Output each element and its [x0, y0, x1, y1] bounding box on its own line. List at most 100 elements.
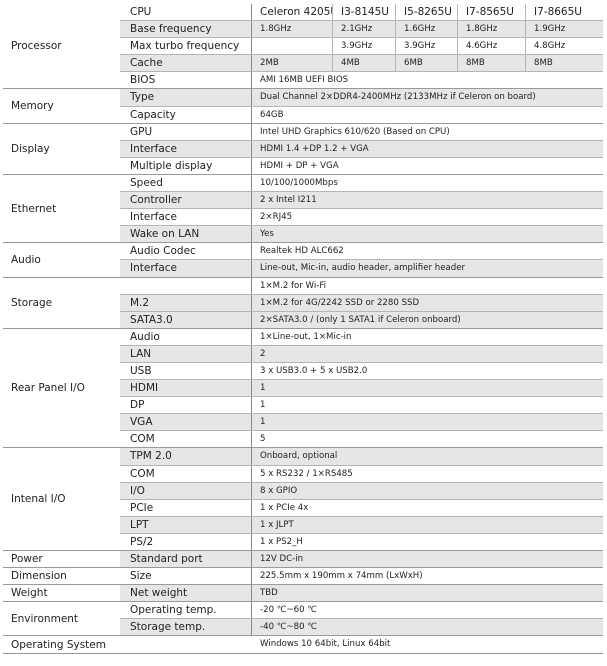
cpu-cell: I3-8145U [333, 4, 396, 21]
row-value: 1 x PS2_H [260, 536, 303, 547]
row-value: 2 x Intel I211 [260, 195, 317, 206]
cpu-cell: 6MB [396, 55, 458, 72]
row-value: -40 ℃~80 ℃ [260, 622, 317, 633]
spec-group: Rear Panel I/O Audio 1×Line-out, 1×Mic-in L… [3, 328, 603, 449]
row-values: 10/100/1000Mbps [252, 175, 603, 191]
spec-group: Weight Net weight TBD [3, 585, 603, 603]
group-name: Environment [11, 612, 79, 625]
row-label: Interface [120, 209, 252, 226]
group-name: Dimension [11, 570, 67, 583]
row-values: 8 x GPIO [252, 482, 603, 499]
row-values: Celeron 4205U I3-8145U I5-8265U I7-8565U I7-… [252, 4, 603, 21]
row-value: Dual Channel 2×DDR4-2400MHz (2133MHz if … [260, 92, 536, 103]
row-label: DP [120, 397, 252, 414]
group-rows: Type Dual Channel 2×DDR4-2400MHz (2133MHz… [120, 89, 603, 123]
cpu-cell: 2MB [252, 55, 333, 72]
row-label: SATA3.0 [120, 311, 252, 328]
row-values: 3 x USB3.0 + 5 x USB2.0 [252, 363, 603, 379]
spec-group: Display GPU Intel UHD Graphics 610/620 (Ba… [3, 123, 603, 175]
row-label: HDMI [120, 380, 252, 397]
row-label: Base frequency [120, 21, 252, 38]
row-values: Windows 10 64bit, Linux 64bit [252, 636, 603, 652]
group-name: Operating System [11, 638, 106, 651]
spec-row: BIOS AMI 16MB UEFI BIOS [120, 72, 603, 89]
row-label: GPU [120, 123, 252, 140]
row-label: BIOS [120, 72, 252, 89]
cpu-cell: 1.9GHz [534, 24, 566, 35]
row-value: -20 ℃~60 ℃ [260, 605, 317, 616]
group-rows: Audio 1×Line-out, 1×Mic-in LAN 2 USB 3 x USB3… [120, 328, 603, 448]
spec-row: Audio 1×Line-out, 1×Mic-in [120, 328, 603, 346]
group-name: Audio [11, 253, 41, 266]
row-value: 2×SATA3.0 / (only 1 SATA1 if Celeron onb… [260, 314, 461, 325]
spec-row: 1×M.2 for Wi-Fi [120, 277, 603, 295]
spec-row: Interface 2×RJ45 [120, 209, 603, 227]
row-values: Realtek HD ALC662 [252, 243, 603, 259]
row-values: 1 x PCIe 4x [252, 500, 603, 516]
group-name: Ethernet [11, 202, 57, 215]
row-label: USB [120, 362, 252, 380]
group-rows: CPU Celeron 4205U I3-8145U I5-8265U I7-8565U… [120, 4, 603, 89]
row-value: 1 x JLPT [260, 519, 294, 530]
row-value: TBD [260, 588, 278, 599]
spec-row: Interface Line-out, Mic-in, audio header,… [120, 260, 603, 277]
row-values: Yes [252, 226, 603, 243]
spec-row: USB 3 x USB3.0 + 5 x USB2.0 [120, 362, 603, 381]
group-rows: Standard port 12V DC-in [120, 551, 603, 568]
row-label: Wake on LAN [120, 226, 252, 243]
row-values: 12V DC-in [252, 551, 603, 568]
group-rows: Windows 10 64bit, Linux 64bit [252, 636, 603, 652]
row-value: 225.5mm x 190mm x 74mm (LxWxH) [260, 571, 423, 582]
group-rows: 1×M.2 for Wi-Fi M.2 1×M.2 for 4G/2242 SSD … [120, 277, 603, 328]
row-label: Operating temp. [120, 602, 252, 619]
spec-row: M.2 1×M.2 for 4G/2242 SSD or 2280 SSD [120, 294, 603, 312]
group-name: Memory [11, 100, 54, 113]
row-values: 64GB [252, 107, 603, 123]
row-values: HDMI 1.4 +DP 1.2 + VGA [252, 140, 603, 157]
cpu-cell: 8MB [534, 58, 553, 69]
row-label: Audio [120, 328, 252, 345]
spec-row: Controller 2 x Intel I211 [120, 192, 603, 210]
row-values: -20 ℃~60 ℃ [252, 602, 603, 618]
group-name: Intenal I/O [11, 493, 66, 506]
row-value: 1×Line-out, 1×Mic-in [260, 331, 352, 342]
cpu-cell: I7-8565U [458, 4, 526, 21]
spec-row: PS/2 1 x PS2_H [120, 533, 603, 550]
group-rows: Net weight TBD [120, 585, 603, 602]
row-values: 1 [252, 397, 603, 413]
spec-row: DP 1 [120, 397, 603, 415]
row-label: Storage temp. [120, 619, 252, 636]
row-values: Line-out, Mic-in, audio header, amplifie… [252, 260, 603, 277]
row-label: Multiple display [120, 157, 252, 174]
group-rows: Speed 10/100/1000Mbps Controller 2 x Intel … [120, 174, 603, 243]
group-rows: GPU Intel UHD Graphics 610/620 (Based on … [120, 123, 603, 174]
group-rows: Size 225.5mm x 190mm x 74mm (LxWxH) [120, 568, 603, 585]
row-value: 12V DC-in [260, 554, 304, 564]
cpu-cell: I5-8265U [396, 4, 458, 21]
row-value: 1 [260, 400, 266, 411]
row-value: 1 x PCIe 4x [260, 502, 309, 513]
row-values: 1×M.2 for 4G/2242 SSD or 2280 SSD [252, 294, 603, 311]
spec-row: Windows 10 64bit, Linux 64bit [252, 636, 603, 652]
row-label: Controller [120, 192, 252, 209]
cpu-cell: 1.8GHz [458, 21, 526, 38]
spec-row: LAN 2 [120, 345, 603, 363]
spec-group: Intenal I/O TPM 2.0 Onboard, optional COM 5 … [3, 448, 603, 551]
row-value: 5 x RS232 / 1×RS485 [260, 468, 353, 479]
row-value: 1×M.2 for Wi-Fi [260, 280, 327, 291]
spec-row: Net weight TBD [120, 585, 603, 602]
row-label: Interface [120, 260, 252, 277]
spec-group: Environment Operating temp. -20 ℃~60 ℃ Stor… [3, 602, 603, 637]
row-values: 1 [252, 414, 603, 431]
group-name: Storage [11, 296, 53, 309]
row-value: Onboard, optional [260, 451, 338, 462]
cpu-cell: 1.8GHz [252, 21, 333, 38]
spec-row: COM 5 [120, 431, 603, 448]
cpu-cell: Celeron 4205U [252, 4, 333, 21]
row-value: Yes [260, 229, 274, 240]
spec-row: Capacity 64GB [120, 106, 603, 123]
row-label: LAN [120, 345, 252, 362]
row-label: I/O [120, 482, 252, 499]
row-label: COM [120, 431, 252, 448]
row-values: Intel UHD Graphics 610/620 (Based on CPU… [252, 124, 603, 140]
